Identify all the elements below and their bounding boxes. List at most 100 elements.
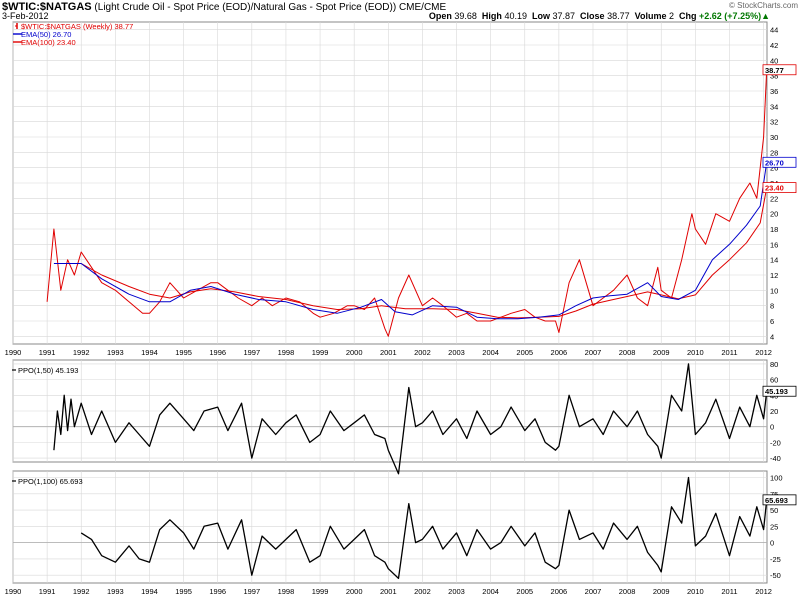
x-tick-label: 1996 [209, 348, 226, 357]
low-value: 37.87 [552, 11, 576, 21]
price-y-tick-label: 34 [770, 102, 778, 111]
x-tick-label: 1992 [73, 587, 90, 596]
x-tick-label: 2004 [482, 348, 499, 357]
ppo100-y-tick-label: -25 [770, 555, 781, 564]
x-tick-label: 1993 [107, 587, 124, 596]
price-y-tick-label: 30 [770, 133, 778, 142]
price-y-tick-label: 10 [770, 286, 778, 295]
x-tick-label: 2010 [687, 348, 704, 357]
price-y-tick-label: 42 [770, 41, 778, 50]
quote-bar: Open 39.68 High 40.19 Low 37.87 Close 38… [429, 11, 770, 21]
ppo50-y-tick-label: -40 [770, 454, 781, 463]
price-y-tick-label: 22 [770, 194, 778, 203]
x-tick-label: 1991 [39, 348, 56, 357]
x-tick-label: 2010 [687, 587, 704, 596]
x-tick-label: 1990 [5, 348, 22, 357]
ppo100-y-tick-label: -50 [770, 571, 781, 580]
ppo50-y-tick-label: 80 [770, 360, 778, 369]
price-legend-label: $WTIC:$NATGAS (Weekly) 38.77 [21, 22, 133, 31]
ppo100-legend-label: PPO(1,100) 65.693 [18, 477, 83, 486]
price-y-tick-label: 40 [770, 56, 778, 65]
x-tick-label: 2009 [653, 348, 670, 357]
price-y-tick-label: 26 [770, 164, 778, 173]
x-tick-label: 2000 [346, 348, 363, 357]
chg-value: +2.62 (+7.25%) [699, 11, 762, 21]
x-tick-label: 2008 [619, 348, 636, 357]
price-series-line [46, 69, 768, 337]
ppo100-panel-frame [12, 470, 768, 584]
x-tick-label: 1996 [209, 587, 226, 596]
ppo50-last-value-box [762, 385, 797, 397]
x-tick-label: 1999 [312, 587, 329, 596]
x-tick-label: 2012 [755, 348, 772, 357]
ppo100-series-line [80, 476, 768, 580]
x-tick-label: 2004 [482, 587, 499, 596]
ppo50-y-tick-label: -20 [770, 438, 781, 447]
x-tick-label: 2001 [380, 587, 397, 596]
symbol: $WTIC:$NATGAS [2, 1, 92, 13]
ppo100-y-tick-label: 25 [770, 522, 778, 531]
x-tick-label: 2002 [414, 348, 431, 357]
open-label: Open [428, 11, 452, 21]
close-value: 38.77 [607, 11, 630, 21]
ema50-last-value-label: 26.70 [765, 158, 784, 167]
ppo100-y-tick-label: 100 [770, 474, 783, 483]
chart-date: 3-Feb-2012 [2, 11, 49, 21]
price-y-tick-label: 14 [770, 256, 778, 265]
x-tick-label: 1994 [141, 587, 158, 596]
volume-label: Volume [634, 11, 667, 21]
x-tick-label: 2005 [516, 348, 533, 357]
ppo100-y-tick-label: 75 [770, 490, 778, 499]
ppo50-y-tick-label: 20 [770, 407, 778, 416]
x-tick-label: 2001 [380, 348, 397, 357]
x-tick-label: 1992 [73, 348, 90, 357]
x-tick-label: 2002 [414, 587, 431, 596]
x-tick-label: 1995 [175, 587, 192, 596]
ppo100-y-tick-label: 50 [770, 506, 778, 515]
x-tick-label: 2009 [653, 587, 670, 596]
x-tick-label: 1995 [175, 348, 192, 357]
x-tick-label: 2005 [516, 587, 533, 596]
ppo50-last-value-label: 45.193 [765, 387, 788, 396]
price-y-tick-label: 8 [770, 302, 774, 311]
x-tick-label: 1993 [107, 348, 124, 357]
x-tick-label: 2011 [721, 348, 737, 357]
x-tick-label: 2006 [551, 587, 568, 596]
price-y-tick-label: 36 [770, 87, 778, 96]
price-y-tick-label: 12 [770, 271, 778, 280]
x-tick-label: 2008 [619, 587, 636, 596]
price-y-tick-label: 20 [770, 210, 778, 219]
volume-value: 2 [668, 11, 674, 21]
price-y-tick-label: 44 [770, 26, 778, 35]
close-label: Close [580, 11, 605, 21]
up-arrow-icon: ▲ [761, 11, 770, 21]
low-label: Low [531, 11, 550, 21]
ppo100-last-value-label: 65.693 [765, 496, 788, 505]
x-tick-label: 2003 [448, 587, 465, 596]
chart-title: $WTIC:$NATGAS (Light Crude Oil - Spot Pr… [2, 1, 446, 13]
x-tick-label: 2011 [721, 587, 737, 596]
ema100-last-value-box [762, 182, 797, 194]
ppo50-y-tick-label: 60 [770, 376, 778, 385]
ppo100-y-tick-label: 0 [770, 539, 774, 548]
price-legend-label: EMA(100) 23.40 [21, 38, 76, 47]
x-tick-label: 2006 [551, 348, 568, 357]
ema100-series-line [80, 187, 768, 319]
x-tick-label: 2000 [346, 587, 363, 596]
ema50-series-line [53, 162, 768, 320]
ema100-last-value-label: 23.40 [765, 184, 784, 193]
price-y-tick-label: 6 [770, 317, 774, 326]
high-value: 40.19 [504, 11, 527, 21]
x-tick-label: 1990 [5, 587, 22, 596]
ema50-last-value-box [762, 156, 797, 168]
x-tick-label: 2012 [755, 587, 772, 596]
price-y-tick-label: 16 [770, 240, 778, 249]
price-y-tick-label: 38 [770, 72, 778, 81]
x-tick-label: 1997 [243, 587, 260, 596]
ppo50-y-tick-label: 0 [770, 423, 774, 432]
ppo50-series-line [53, 363, 768, 475]
x-tick-label: 2007 [585, 587, 602, 596]
x-tick-label: 2007 [585, 348, 602, 357]
copyright: © StockCharts.com [728, 1, 798, 10]
